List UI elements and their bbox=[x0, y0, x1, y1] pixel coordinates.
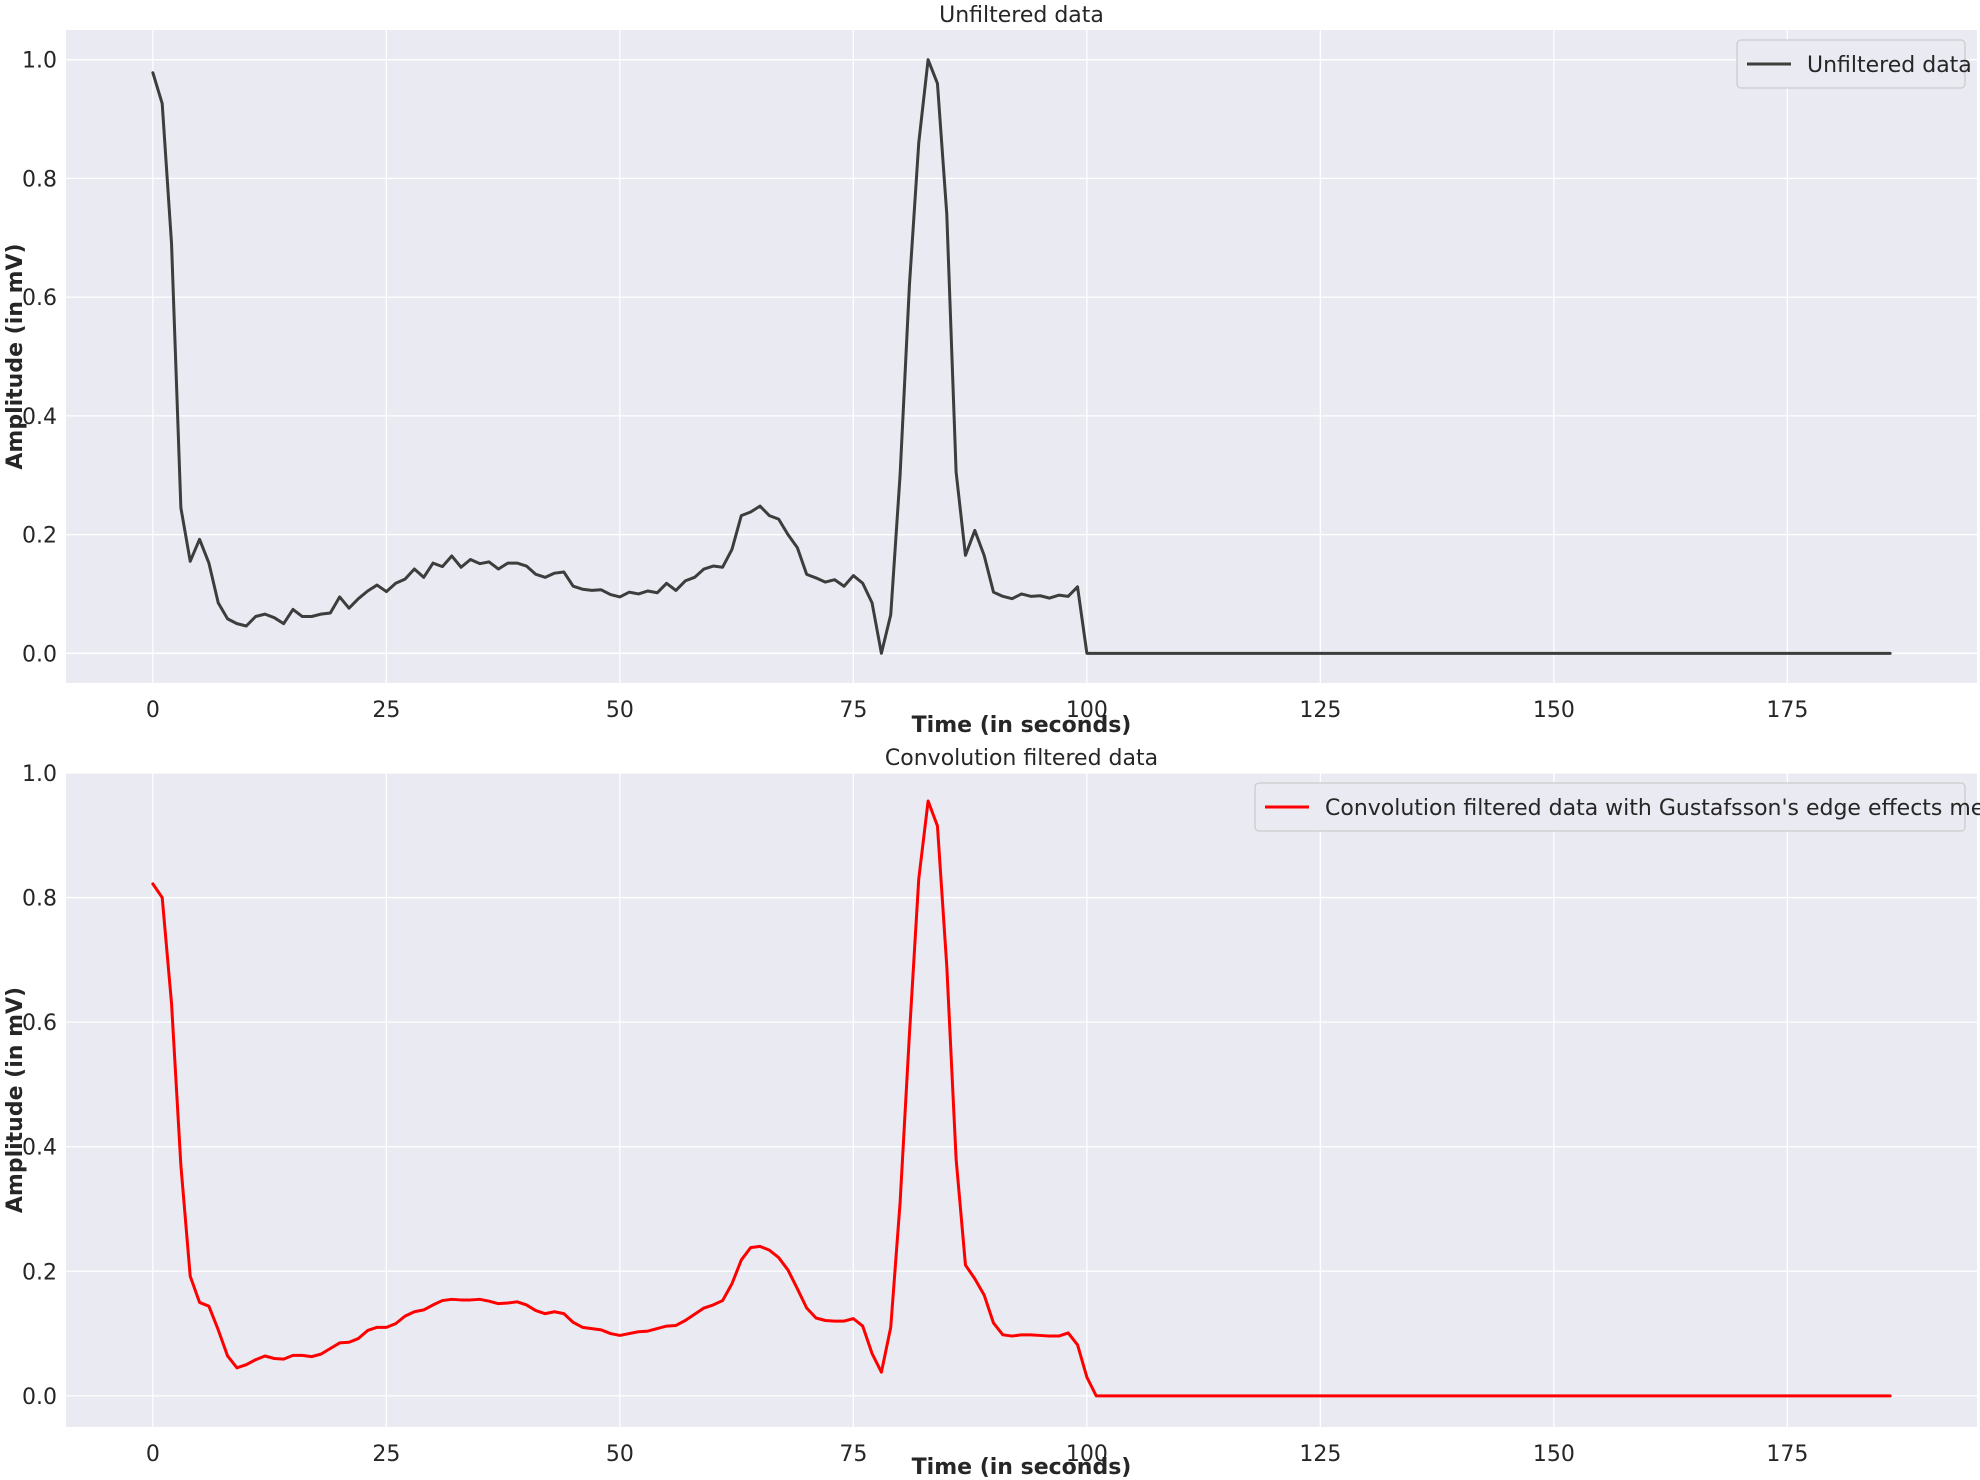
x-tick-label: 75 bbox=[839, 1442, 867, 1467]
x-axis-title: Time (in seconds) bbox=[912, 1455, 1132, 1480]
y-axis-title: Amplitude (in mV) bbox=[3, 987, 28, 1213]
x-tick-label: 0 bbox=[146, 698, 160, 723]
chart-title: Convolution filtered data bbox=[885, 746, 1158, 771]
x-tick-label: 150 bbox=[1533, 1442, 1575, 1467]
x-tick-label: 150 bbox=[1533, 698, 1575, 723]
series-line bbox=[151, 799, 1892, 1398]
y-tick-label: 0.4 bbox=[22, 405, 57, 430]
y-tick-label: 0.2 bbox=[22, 524, 57, 549]
y-tick-label: 1.0 bbox=[22, 49, 57, 74]
legend-label: Unfiltered data bbox=[1807, 53, 1972, 78]
unfiltered-chart: 0 25 50 75 100 125 150 175 0.0 0.2 0.4 0.6 0.8 1.0 Unf… bbox=[3, 3, 1977, 738]
y-tick-label: 0.2 bbox=[22, 1260, 57, 1285]
filtered-chart: 0 25 50 75 100 125 150 175 0.0 0.2 0.4 0.6 0.8 1.0 Con… bbox=[3, 746, 1980, 1480]
x-tick-label: 100 bbox=[1066, 1442, 1108, 1467]
plot-area bbox=[66, 30, 1977, 683]
series-line bbox=[151, 58, 1892, 655]
x-tick-label: 25 bbox=[372, 698, 400, 723]
y-tick-label: 0.8 bbox=[22, 887, 57, 912]
y-tick-label: 0.0 bbox=[22, 642, 57, 667]
legend: Convolution filtered data with Gustafsso… bbox=[1254, 782, 1980, 832]
y-tick-label: 1.0 bbox=[22, 762, 57, 787]
y-tick-label: 0.4 bbox=[22, 1136, 57, 1161]
legend-box bbox=[1254, 782, 1966, 832]
y-tick-label: 0.0 bbox=[22, 1385, 57, 1410]
x-tick-label: 50 bbox=[606, 698, 634, 723]
x-tick-label: 175 bbox=[1766, 1442, 1808, 1467]
y-tick-label: 0.6 bbox=[22, 1011, 57, 1036]
legend: Unfiltered data bbox=[1736, 39, 1972, 89]
y-tick-label: 0.8 bbox=[22, 167, 57, 192]
x-tick-label: 25 bbox=[372, 1442, 400, 1467]
y-tick-label: 0.6 bbox=[22, 286, 57, 311]
plot-area bbox=[66, 773, 1977, 1427]
x-tick-label: 100 bbox=[1066, 698, 1108, 723]
x-axis-title: Time (in seconds) bbox=[912, 713, 1132, 738]
legend-label: Convolution filtered data with Gustafsso… bbox=[1325, 796, 1980, 821]
y-axis-title: Amplitude (in mV) bbox=[3, 243, 28, 469]
x-tick-label: 0 bbox=[146, 1442, 160, 1467]
x-tick-label: 75 bbox=[839, 698, 867, 723]
chart-title: Unfiltered data bbox=[939, 3, 1104, 28]
x-tick-label: 175 bbox=[1766, 698, 1808, 723]
legend-box bbox=[1736, 39, 1966, 89]
x-tick-label: 125 bbox=[1299, 698, 1341, 723]
x-tick-label: 125 bbox=[1299, 1442, 1341, 1467]
x-tick-label: 50 bbox=[606, 1442, 634, 1467]
